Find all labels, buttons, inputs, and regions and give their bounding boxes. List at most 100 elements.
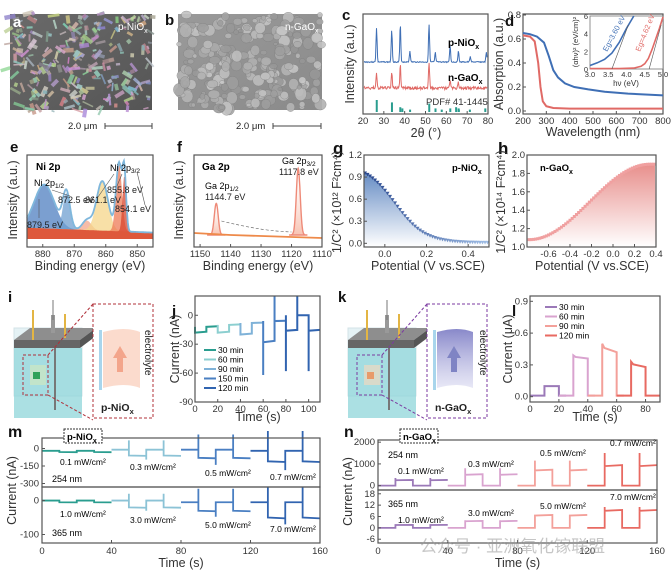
sem-grain: [141, 44, 146, 51]
y-axis-label: Intensity (a.u.): [343, 24, 357, 103]
y-tick-label: 0: [188, 310, 193, 321]
electrolyte-label-k: electrolyte: [477, 330, 488, 376]
data-point: [596, 192, 600, 196]
intensity-label: 1.0 mW/cm²: [398, 515, 444, 525]
data-point: [380, 185, 385, 190]
sem-grain: [205, 62, 214, 71]
sem-grain: [274, 46, 286, 57]
series-line: [181, 488, 251, 517]
inset-x-tick-label: 4.5: [640, 70, 650, 79]
data-point: [368, 174, 373, 179]
sample-tag: n-GaOx: [403, 432, 436, 445]
sem-grain: [260, 72, 271, 81]
y-tick-label: 0.6: [349, 194, 362, 205]
panel-letter-f: f: [177, 139, 183, 156]
data-point: [365, 172, 370, 177]
sem-grain: [130, 14, 137, 21]
data-point: [641, 163, 645, 167]
reference-stick: [401, 108, 404, 112]
sem-grain: [80, 37, 83, 41]
sem-grain: [125, 38, 132, 45]
data-point: [527, 238, 531, 242]
wavelength-label: 365 nm: [52, 528, 82, 538]
sem-grain: [23, 60, 28, 70]
x-tick-label: 20: [358, 116, 369, 127]
sem-grain: [286, 102, 295, 112]
fitted-peak: [27, 184, 153, 239]
sem-grain: [226, 76, 239, 90]
series-line: [587, 343, 624, 397]
sem-grain: [4, 13, 16, 21]
inset-y-tick-label: 4: [584, 30, 588, 39]
arrow-up-icon: [447, 346, 461, 372]
data-point: [531, 237, 535, 241]
chart-g: g 0.0 0.2 0.4 0.0 0.3 0.6 0.9 1.2 Potential (V vs…: [330, 139, 490, 273]
y-tick-label: -150: [20, 461, 39, 472]
x-tick-label: 80: [176, 546, 187, 557]
intensity-label: 0.3 mW/cm²: [130, 462, 176, 472]
x-tick-label: 0: [192, 404, 197, 415]
sem-grain: [313, 60, 322, 69]
y-tick-label: 0.3: [515, 360, 528, 371]
sem-grain: [52, 19, 58, 30]
sem-grain: [39, 66, 47, 75]
sem-grain: [27, 38, 38, 51]
sem-grain: [108, 42, 113, 47]
inset-x-tick-label: 3.0: [585, 70, 595, 79]
legend-label: 150 min: [218, 374, 249, 384]
data-point: [413, 224, 418, 229]
x-tick-label: 40: [106, 546, 117, 557]
sample-tag: p-NiOx: [67, 432, 97, 445]
data-point: [375, 180, 380, 185]
legend-label: 30 min: [559, 302, 585, 312]
wavelength-label: 254 nm: [388, 450, 418, 460]
sem-grain: [47, 90, 55, 98]
x-axis-label: Binding energy (eV): [203, 259, 313, 273]
baseline: [193, 232, 323, 239]
reference-stick: [455, 107, 458, 112]
sem-grain: [82, 100, 94, 108]
data-point: [645, 162, 649, 166]
data-point: [624, 169, 628, 173]
sem-grain: [59, 30, 67, 36]
sem-grain: [71, 107, 84, 114]
sem-grain: [31, 71, 36, 75]
sem-grain: [95, 21, 102, 27]
x-tick-label: 880: [35, 249, 51, 260]
sem-grain: [82, 14, 89, 21]
sem-grain: [61, 64, 68, 74]
sem-grain: [254, 22, 266, 34]
sem-grain: [91, 75, 97, 79]
sem-grain: [299, 58, 306, 64]
intensity-label: 0.7 mW/cm²: [610, 438, 656, 448]
sem-grain: [63, 47, 74, 53]
sem-grain: [250, 44, 260, 56]
sem-grain: [317, 12, 323, 18]
sem-grain: [284, 62, 294, 71]
annotation: 872.5 eV: [58, 195, 94, 205]
sem-grain: [126, 31, 134, 37]
sem-grain: [238, 94, 246, 100]
data-point: [410, 222, 415, 226]
series-line: [111, 493, 182, 511]
panel-b: b n-GaOx 2.0 μm: [165, 10, 327, 132]
sem-grain: [127, 85, 138, 92]
x-tick-label: 0.0: [606, 249, 619, 260]
sem-grain: [146, 45, 150, 50]
data-point: [398, 207, 403, 212]
sem-grain: [103, 17, 114, 25]
x-tick-label: 40: [399, 116, 410, 127]
intensity-label: 0.1 mW/cm²: [398, 466, 444, 476]
data-point: [388, 194, 393, 199]
sem-grain: [70, 94, 82, 100]
sem-grain: [221, 56, 227, 61]
sem-grain: [85, 86, 95, 90]
y-tick-label: -100: [20, 530, 39, 541]
sem-grain: [111, 82, 114, 92]
sem-grain: [116, 42, 123, 52]
x-tick-label: 40: [235, 404, 246, 415]
y-tick-label: 1.8: [512, 168, 525, 179]
sem-grain: [120, 15, 130, 25]
sem-grain: [19, 82, 26, 93]
